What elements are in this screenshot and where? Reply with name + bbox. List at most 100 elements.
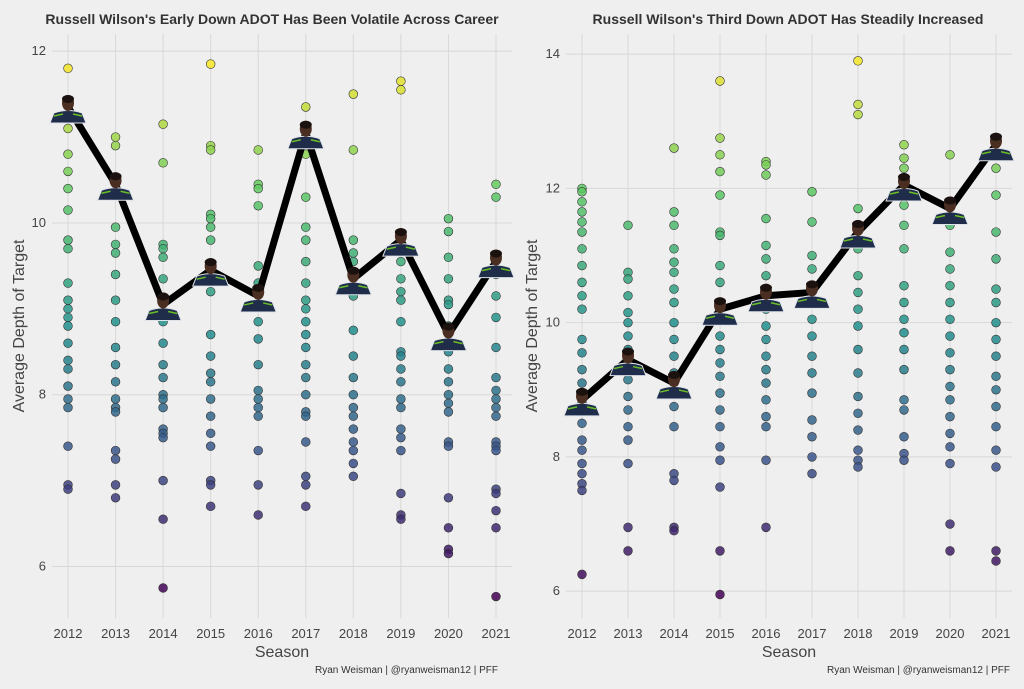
scatter-point [807,415,817,425]
scatter-point [715,190,725,200]
scatter-point [63,244,73,254]
scatter-point [991,385,1001,395]
scatter-point [669,526,679,536]
scatter-point [158,338,168,348]
scatter-point [491,179,501,189]
scatter-point [761,270,771,281]
scatter-point [205,368,216,378]
scatter-point [253,334,263,344]
scatter-point [396,402,406,413]
scatter-point [991,284,1001,294]
scatter-point [853,408,863,418]
scatter-point [853,287,863,298]
player-headshot-marker [655,371,693,400]
scatter-point [348,351,359,361]
scatter-point [110,317,121,327]
scatter-point [396,295,406,305]
scatter-point [715,133,725,143]
x-tick-label: 2017 [798,626,827,641]
scatter-point [761,321,771,331]
scatter-point [158,244,168,254]
scatter-point [253,359,263,370]
scatter-point [899,140,909,150]
scatter-point [761,254,771,264]
scatter-point [853,425,863,435]
scatter-point [669,317,679,328]
scatter-point [945,546,955,556]
scatter-point [63,278,73,288]
player-headshot-marker [609,347,647,377]
scatter-point [853,368,863,378]
x-tick-label: 2013 [614,626,643,641]
scatter-point [945,519,955,529]
scatter-point [899,220,909,231]
scatter-point [761,351,771,361]
scatter-point [715,388,725,398]
scatter-point [623,331,633,341]
scatter-point [623,435,633,445]
scatter-point [301,222,311,232]
scatter-point [396,85,406,95]
scatter-point [205,441,216,451]
x-tick-label: 2021 [982,626,1011,641]
scatter-point [715,482,725,492]
scatter-point [491,385,501,396]
scatter-point [63,484,73,494]
scatter-point [807,250,817,261]
scatter-point [761,455,771,465]
scatter-point [899,200,909,210]
scatter-point [669,401,679,412]
scatter-point [807,388,817,398]
scatter-point [991,227,1001,237]
scatter-point [301,501,311,512]
scatter-point [669,475,679,486]
x-tick-label: 2014 [660,626,689,641]
scatter-point [669,334,679,345]
scatter-point [715,546,725,556]
scatter-point [577,435,587,445]
scatter-point [623,421,633,432]
scatter-point [63,63,73,74]
scatter-point [396,377,406,387]
scatter-point [577,485,587,496]
scatter-point [301,480,311,490]
adot-trend-line [65,105,499,339]
scatter-point [301,235,311,245]
scatter-point [491,411,501,421]
x-tick-label: 2018 [844,626,873,641]
scatter-point [63,166,73,177]
scatter-point [301,372,311,383]
scatter-point [945,364,955,375]
scatter-point [63,235,73,245]
scatter-point [899,244,909,254]
x-axis-label: Season [762,644,816,661]
chart-caption: Ryan Weisman | @ryanweisman12 | PFF [315,665,498,676]
x-tick-label: 2012 [568,626,597,641]
scatter-point [577,304,587,314]
player-headshot-marker [429,322,468,352]
scatter-point [396,256,406,267]
scatter-point [899,405,909,415]
scatter-point [110,454,121,464]
scatter-point [669,421,679,432]
chart-title: Russell Wilson's Third Down ADOT Has Ste… [593,11,984,27]
scatter-point [396,488,406,499]
scatter-point [807,432,817,442]
scatter-point [991,190,1001,200]
scatter-point [110,480,121,490]
scatter-point [715,150,725,160]
scatter-point [396,364,406,374]
scatter-point [158,432,168,443]
scatter-point [443,274,454,284]
y-axis-label: Average Depth of Target [11,239,28,412]
scatter-point [761,240,771,251]
scatter-point [899,297,909,308]
scatter-point [110,239,121,250]
y-tick-label: 8 [553,449,560,464]
y-tick-label: 6 [553,583,560,598]
scatter-point [715,405,725,415]
chart-caption: Ryan Weisman | @ryanweisman12 | PFF [827,665,1010,676]
scatter-point [945,411,955,422]
x-tick-label: 2014 [149,626,178,641]
